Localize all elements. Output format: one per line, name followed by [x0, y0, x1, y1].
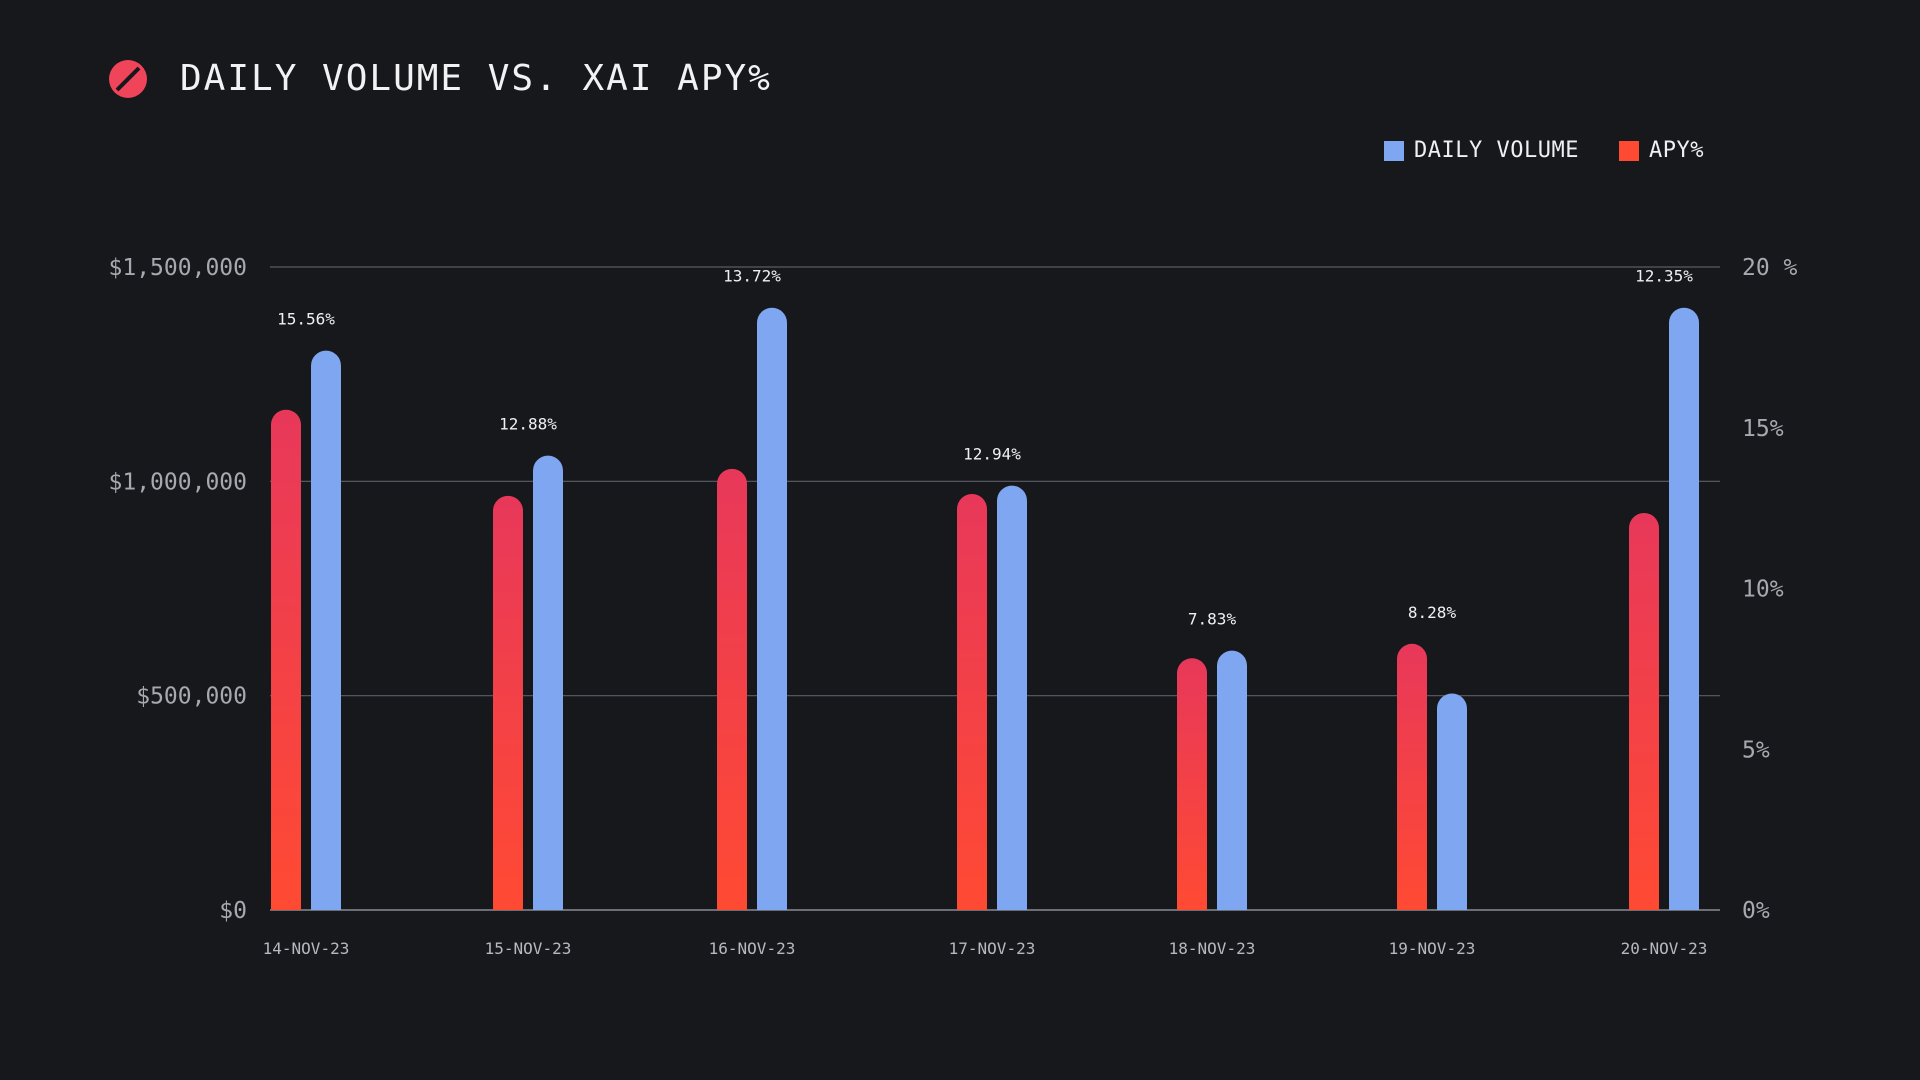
- apy-bar: [1629, 512, 1659, 910]
- y-left-tick-label: $0: [219, 898, 247, 924]
- legend-swatch-daily-volume: [1384, 140, 1404, 161]
- y-left-tick-label: $1,000,000: [109, 469, 247, 495]
- apy-data-label: 7.83%: [1188, 610, 1237, 629]
- legend-label-apy: APY%: [1648, 138, 1704, 163]
- x-tick-label: 19-NOV-23: [1389, 939, 1476, 958]
- y-right-tick-label: 20 %: [1742, 255, 1798, 281]
- x-tick-label: 16-NOV-23: [709, 939, 796, 958]
- apy-bar: [1177, 658, 1207, 910]
- xai-logo-icon: [109, 59, 147, 98]
- volume-bar: [1669, 307, 1699, 910]
- legend-item-apy: APY%: [1618, 138, 1704, 163]
- x-axis: 14-NOV-23 15-NOV-23 16-NOV-23 17-NOV-23 18-N…: [263, 939, 1708, 958]
- apy-data-label: 12.94%: [963, 445, 1021, 464]
- x-tick-label: 20-NOV-23: [1621, 939, 1708, 958]
- apy-bar: [1397, 643, 1427, 910]
- volume-bar: [757, 307, 787, 910]
- y-right-tick-label: 0%: [1742, 898, 1770, 924]
- volume-bar: [311, 350, 341, 911]
- y-right-tick-label: 10%: [1742, 577, 1784, 603]
- volume-bar: [1437, 693, 1467, 910]
- x-tick-label: 17-NOV-23: [949, 939, 1036, 958]
- volume-bar: [1217, 650, 1247, 910]
- left-axis: $0 $500,000 $1,000,000 $1,500,000: [109, 255, 247, 924]
- apy-data-label: 12.88%: [499, 415, 557, 434]
- x-tick-label: 15-NOV-23: [485, 939, 572, 958]
- apy-data-label: 8.28%: [1408, 603, 1457, 622]
- y-left-tick-label: $1,500,000: [109, 255, 247, 281]
- legend-swatch-apy: [1618, 140, 1639, 161]
- y-right-tick-label: 15%: [1742, 416, 1784, 442]
- apy-bar: [493, 495, 523, 910]
- apy-bar: [957, 493, 987, 910]
- y-right-tick-label: 5%: [1742, 737, 1770, 763]
- bars: [271, 307, 1699, 911]
- apy-bar: [717, 468, 747, 910]
- chart-legend: DAILY VOLUME APY%: [1384, 138, 1704, 163]
- apy-data-label: 15.56%: [277, 310, 335, 329]
- x-tick-label: 14-NOV-23: [263, 939, 350, 958]
- y-left-tick-label: $500,000: [136, 684, 247, 710]
- legend-label-daily-volume: DAILY VOLUME: [1414, 138, 1579, 163]
- gridlines: [270, 266, 1720, 911]
- data-labels: 15.56% 12.88% 13.72% 12.94% 7.83% 8.28% 12.35%: [277, 267, 1693, 629]
- chart-header: DAILY VOLUME VS. XAI APY%: [108, 58, 772, 99]
- right-axis: 0% 5% 10% 15% 20 %: [1742, 255, 1798, 924]
- x-tick-label: 18-NOV-23: [1169, 939, 1256, 958]
- apy-data-label: 12.35%: [1635, 267, 1693, 286]
- volume-bar: [533, 455, 563, 910]
- volume-bar: [997, 485, 1027, 910]
- apy-bar: [271, 409, 301, 910]
- chart-title: DAILY VOLUME VS. XAI APY%: [180, 58, 772, 99]
- apy-data-label: 13.72%: [723, 267, 781, 286]
- legend-item-daily-volume: DAILY VOLUME: [1384, 138, 1579, 163]
